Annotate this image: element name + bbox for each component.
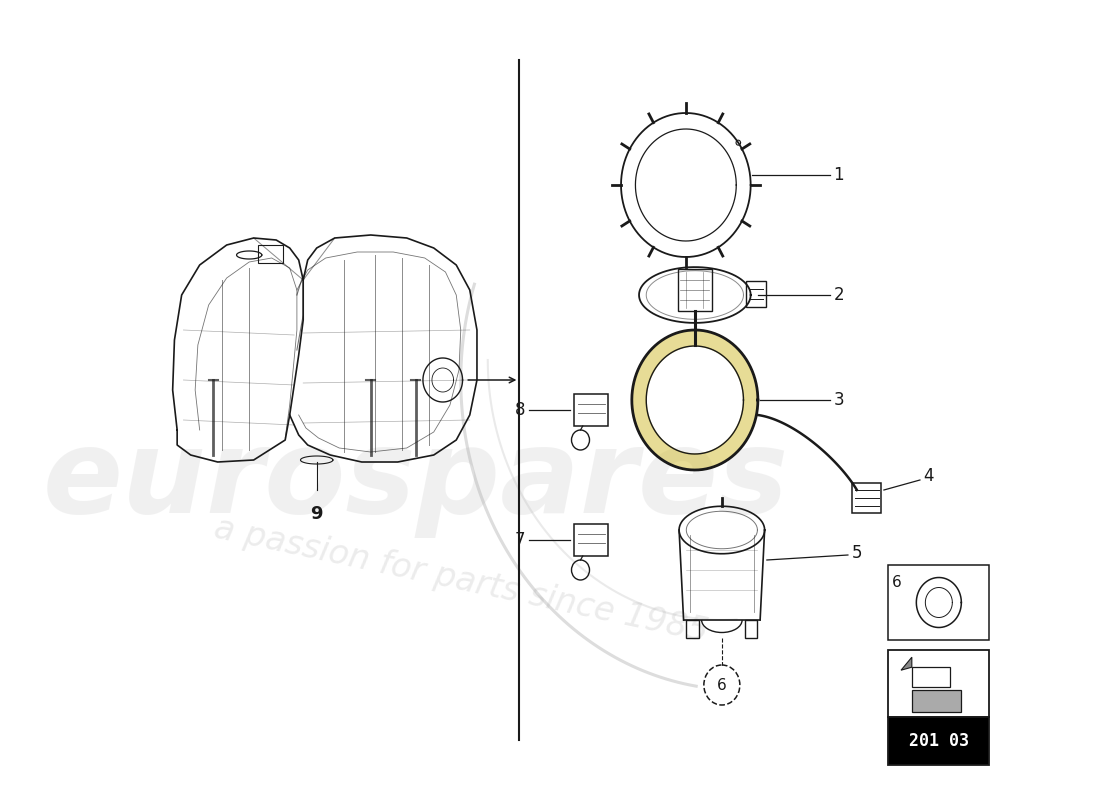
Text: a passion for parts since 1985: a passion for parts since 1985 xyxy=(211,511,711,649)
Bar xyxy=(745,620,758,638)
Text: 5: 5 xyxy=(851,544,862,562)
Text: 201 03: 201 03 xyxy=(909,732,969,750)
Bar xyxy=(686,620,698,638)
Bar xyxy=(912,690,961,712)
Bar xyxy=(889,650,989,717)
Polygon shape xyxy=(901,658,912,670)
Text: 6: 6 xyxy=(892,575,902,590)
Text: 1: 1 xyxy=(834,166,844,184)
Text: eurospares: eurospares xyxy=(43,422,789,538)
Text: 6: 6 xyxy=(717,678,727,693)
Text: 3: 3 xyxy=(834,391,844,409)
Bar xyxy=(258,245,284,263)
Bar xyxy=(678,269,712,311)
Bar xyxy=(889,565,989,640)
Text: 7: 7 xyxy=(515,531,526,549)
Bar xyxy=(574,524,608,556)
Text: 9: 9 xyxy=(310,505,323,523)
Bar xyxy=(912,667,949,687)
Bar xyxy=(746,281,766,307)
Text: 8: 8 xyxy=(515,401,526,419)
Text: 4: 4 xyxy=(924,467,934,485)
Bar xyxy=(852,483,881,513)
Text: 2: 2 xyxy=(834,286,844,304)
Bar xyxy=(574,394,608,426)
Bar xyxy=(889,717,989,765)
